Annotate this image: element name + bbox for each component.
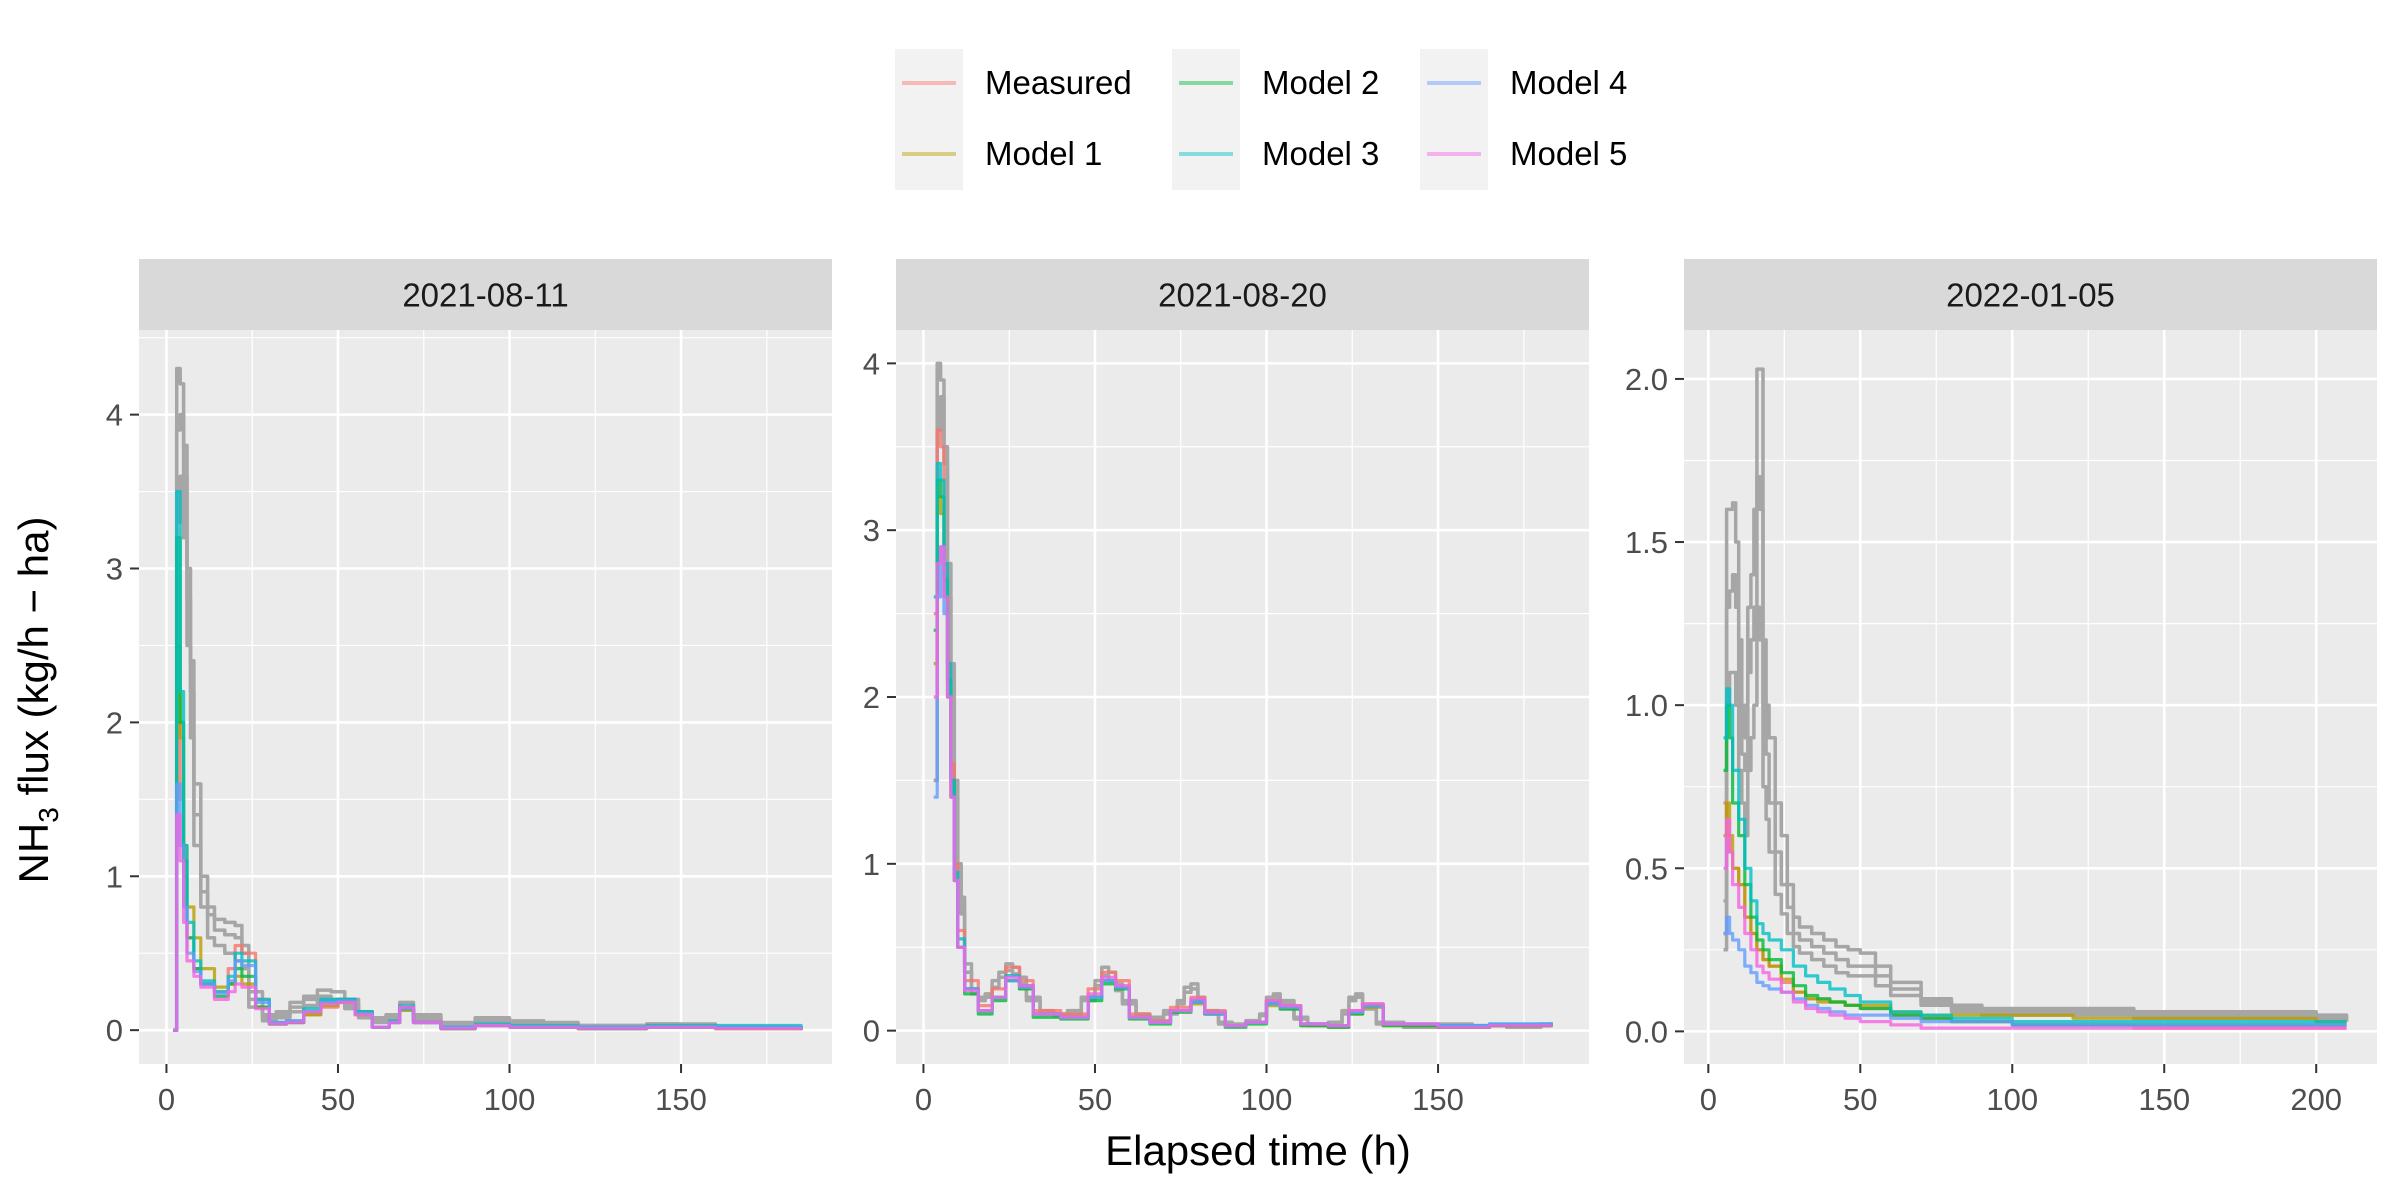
facet-strip (1684, 259, 2377, 330)
x-tick-label: 200 (2290, 1082, 2342, 1117)
x-axis-title: Elapsed time (h) (1105, 1127, 1411, 1174)
series-group (1723, 367, 2349, 1030)
gray-reference-line (1723, 605, 2347, 1024)
y-axis-title: NH3 flux (kg/h − ha) (10, 517, 64, 884)
x-tick-label: 50 (321, 1082, 355, 1117)
x-tick-label: 100 (1241, 1082, 1293, 1117)
series-line-model-5 (173, 813, 803, 1032)
x-tick-label: 100 (1986, 1082, 2038, 1117)
y-tick-label: 0 (106, 1013, 123, 1048)
y-tick-label: 4 (863, 346, 880, 381)
legend-key-background (1172, 49, 1240, 190)
panel-1: 2021-08-11 0 50 100 150 0 1 2 3 4 (106, 259, 832, 1117)
panel-3: 2022-01-05 0 50 100 150 200 0.0 0.5 1.0 1.5 2.0 (1625, 259, 2377, 1117)
x-tick-label: 100 (484, 1082, 536, 1117)
legend-label-measured: Measured (985, 64, 1132, 101)
series-line-model-3 (1723, 687, 2347, 1024)
x-tick-label: 0 (158, 1082, 175, 1117)
y-tick-label: 3 (106, 552, 123, 587)
panel-background (139, 330, 832, 1064)
y-tick-label: 1.5 (1625, 525, 1668, 560)
y-axis-title-subscript: 3 (33, 807, 64, 823)
y-axis-title-suffix: flux (10, 719, 57, 808)
y-tick-label: 2 (863, 680, 880, 715)
y-tick-label: 2 (106, 705, 123, 740)
y-tick-label: 2.0 (1625, 362, 1668, 397)
facet-strip (139, 259, 832, 330)
legend-label-model-5: Model 5 (1510, 135, 1627, 172)
x-tick-label: 150 (2138, 1082, 2190, 1117)
legend-label-model-3: Model 3 (1262, 135, 1379, 172)
y-tick-label: 4 (106, 398, 123, 433)
gray-reference-line (933, 394, 1554, 1030)
series-group (173, 366, 803, 1032)
series-group (933, 361, 1554, 1030)
x-tick-label: 150 (1412, 1082, 1464, 1117)
legend-label-model-2: Model 2 (1262, 64, 1379, 101)
panel-background (1684, 330, 2377, 1064)
facet-strip-label: 2021-08-11 (402, 277, 568, 314)
y-tick-label: 0.0 (1625, 1014, 1668, 1049)
x-tick-label: 0 (915, 1082, 932, 1117)
facet-strip-label: 2022-01-05 (1946, 277, 2115, 314)
y-tick-label: 0.5 (1625, 851, 1668, 886)
legend-key-background (895, 49, 963, 190)
legend-label-model-1: Model 1 (985, 135, 1102, 172)
x-tick-label: 0 (1700, 1082, 1717, 1117)
legend: Measured Model 1 Model 2 Model 3 Model 4 Mode… (895, 49, 1627, 190)
y-tick-label: 0 (863, 1014, 880, 1049)
series-line-model-5 (933, 545, 1552, 1029)
panel-2: 2021-08-20 0 50 100 150 0 1 2 3 4 (863, 259, 1589, 1117)
y-tick-label: 1 (863, 847, 880, 882)
x-tick-label: 50 (1078, 1082, 1112, 1117)
facet-strip (896, 259, 1589, 330)
x-tick-label: 50 (1843, 1082, 1877, 1117)
y-tick-label: 1 (106, 859, 123, 894)
legend-key-background (1420, 49, 1488, 190)
series-line-model-5 (1723, 817, 2347, 1030)
y-tick-label: 1.0 (1625, 688, 1668, 723)
gray-reference-line (1723, 475, 2349, 1022)
x-tick-label: 150 (655, 1082, 707, 1117)
y-tick-label: 3 (863, 513, 880, 548)
facet-strip-label: 2021-08-20 (1158, 277, 1327, 314)
y-axis-title-prefix: NH (10, 823, 57, 884)
y-axis-title-units: (kg/h − ha) (10, 517, 57, 719)
legend-label-model-4: Model 4 (1510, 64, 1627, 101)
